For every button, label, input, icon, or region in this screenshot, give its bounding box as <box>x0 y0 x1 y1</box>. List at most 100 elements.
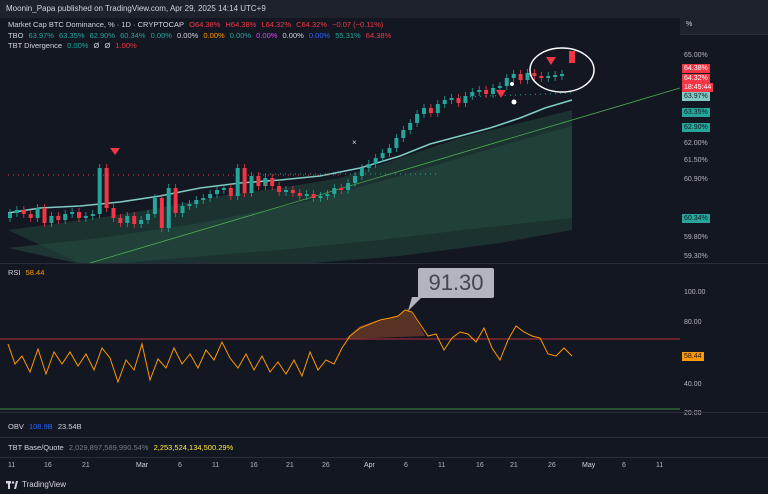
candle-body <box>304 194 309 196</box>
tbt-legend: TBT Base/Quote 2,029,897,589,990.54% 2,2… <box>8 443 236 452</box>
candle-body <box>215 190 219 194</box>
x-tick: 6 <box>404 462 408 469</box>
tbo-val: 0.00% <box>229 31 252 40</box>
price-chart[interactable]: × × <box>0 18 680 263</box>
candle-body <box>256 176 261 186</box>
rsi-tick: 100.00 <box>684 289 706 296</box>
legend-symbol: Market Cap BTC Dominance, % · 1D · CRYPT… <box>8 20 386 29</box>
rsi-legend: RSI 58.44 <box>8 268 47 277</box>
candle-body <box>63 214 68 220</box>
tradingview-logo-icon <box>6 481 18 489</box>
candle-body <box>187 204 192 206</box>
tbt-div-val: 0.00% <box>67 41 89 50</box>
price-tag-band2: 62.90% <box>682 123 710 132</box>
price-tag-band1: 63.35% <box>682 108 710 117</box>
x-tick: 16 <box>44 462 52 469</box>
rsi-label: RSI <box>8 268 21 277</box>
candle-body <box>470 92 475 96</box>
brand-name: TradingView <box>22 480 67 489</box>
tbt-pane[interactable]: TBT Base/Quote 2,029,897,589,990.54% 2,2… <box>0 438 768 456</box>
obv-pane[interactable]: OBV 108.9B 23.54B <box>0 413 768 437</box>
callout-pointer <box>408 297 422 311</box>
candle-body <box>532 73 537 76</box>
candle-body <box>353 176 357 183</box>
pane-divider[interactable] <box>0 437 768 438</box>
candle-body <box>408 123 413 130</box>
tbo-val: 0.00% <box>150 31 172 40</box>
low-value: L64.32% <box>261 20 292 29</box>
candle-body <box>14 210 19 213</box>
tbo-val: 63.35% <box>59 31 85 40</box>
candle-body <box>380 153 385 158</box>
candle-body <box>111 208 116 218</box>
candle-body <box>456 98 461 103</box>
candle-body <box>42 208 47 223</box>
tbo-val: 64.38% <box>365 31 392 40</box>
rsi-pane[interactable]: RSI 58.44 <box>0 264 768 412</box>
candle-body <box>146 214 150 220</box>
countdown-tag: 18:45:44 <box>682 83 714 92</box>
candle-body <box>28 214 33 218</box>
candle-body <box>159 198 164 228</box>
candle-body <box>8 213 12 218</box>
candle-body <box>208 194 213 198</box>
candle-body <box>366 164 371 168</box>
candle-body <box>497 86 502 88</box>
footer-brand[interactable]: TradingView <box>0 476 768 494</box>
x-tick: 21 <box>286 462 294 469</box>
tbo-val: 0.00% <box>308 31 331 40</box>
candle-body <box>104 168 109 208</box>
candle-body <box>318 196 323 198</box>
candle-body <box>83 216 88 218</box>
candle-body <box>422 108 426 114</box>
candle-body <box>166 188 171 228</box>
svg-text:×: × <box>264 180 269 189</box>
candle-body <box>325 194 330 196</box>
candle-body <box>449 98 454 100</box>
candle-body <box>35 208 40 218</box>
rsi-tick: 20.00 <box>684 410 702 417</box>
x-tick: 26 <box>322 462 330 469</box>
candle-body <box>553 75 558 77</box>
axis-unit-box[interactable]: % <box>680 18 768 35</box>
candle-body <box>394 138 399 148</box>
x-tick: 11 <box>8 462 16 469</box>
candle-body <box>290 190 295 193</box>
obv-value1: 108.9B <box>28 422 53 431</box>
candle-body <box>539 76 544 78</box>
price-tag-last: 64.32% <box>682 74 710 83</box>
candle-body <box>284 190 288 192</box>
candle-body <box>491 88 495 94</box>
x-tick: 16 <box>250 462 258 469</box>
candle-body <box>560 74 564 76</box>
rsi-chart[interactable] <box>0 264 680 412</box>
pane-divider[interactable] <box>0 263 768 264</box>
candle-body <box>249 176 254 193</box>
candle-body <box>21 210 26 214</box>
tbo-label: TBO <box>8 31 24 40</box>
pane-divider[interactable] <box>0 412 768 413</box>
y-tick: 59.30% <box>684 253 708 260</box>
candle-body <box>77 212 81 218</box>
symbol-name: Market Cap BTC Dominance, % · 1D · CRYPT… <box>8 20 185 29</box>
publish-header: Moonin_Papa published on TradingView.com… <box>0 0 768 18</box>
candle-body <box>311 194 316 198</box>
candle-body <box>228 188 233 196</box>
candle-body <box>373 158 378 164</box>
candle-body <box>277 186 282 192</box>
high-value: H64.38% <box>225 20 257 29</box>
candle-body <box>415 114 420 123</box>
price-tag-high: 64.38% <box>682 64 710 73</box>
candle-body <box>49 216 54 223</box>
x-tick: 11 <box>656 462 664 469</box>
x-tick: 16 <box>476 462 484 469</box>
tbt-label: TBT Base/Quote <box>8 443 64 452</box>
candle-body <box>132 216 137 224</box>
candle-body <box>70 212 75 214</box>
open-value: O64.38% <box>189 20 221 29</box>
candle-body <box>339 188 344 190</box>
legend-tbt-divergence: TBT Divergence 0.00% Ø Ø 1.00% <box>8 41 140 50</box>
price-pane[interactable]: × × Market Cap BTC Dominance, % · 1D · C… <box>0 18 768 263</box>
candle-body <box>90 214 95 216</box>
axis-unit: % <box>686 21 693 28</box>
